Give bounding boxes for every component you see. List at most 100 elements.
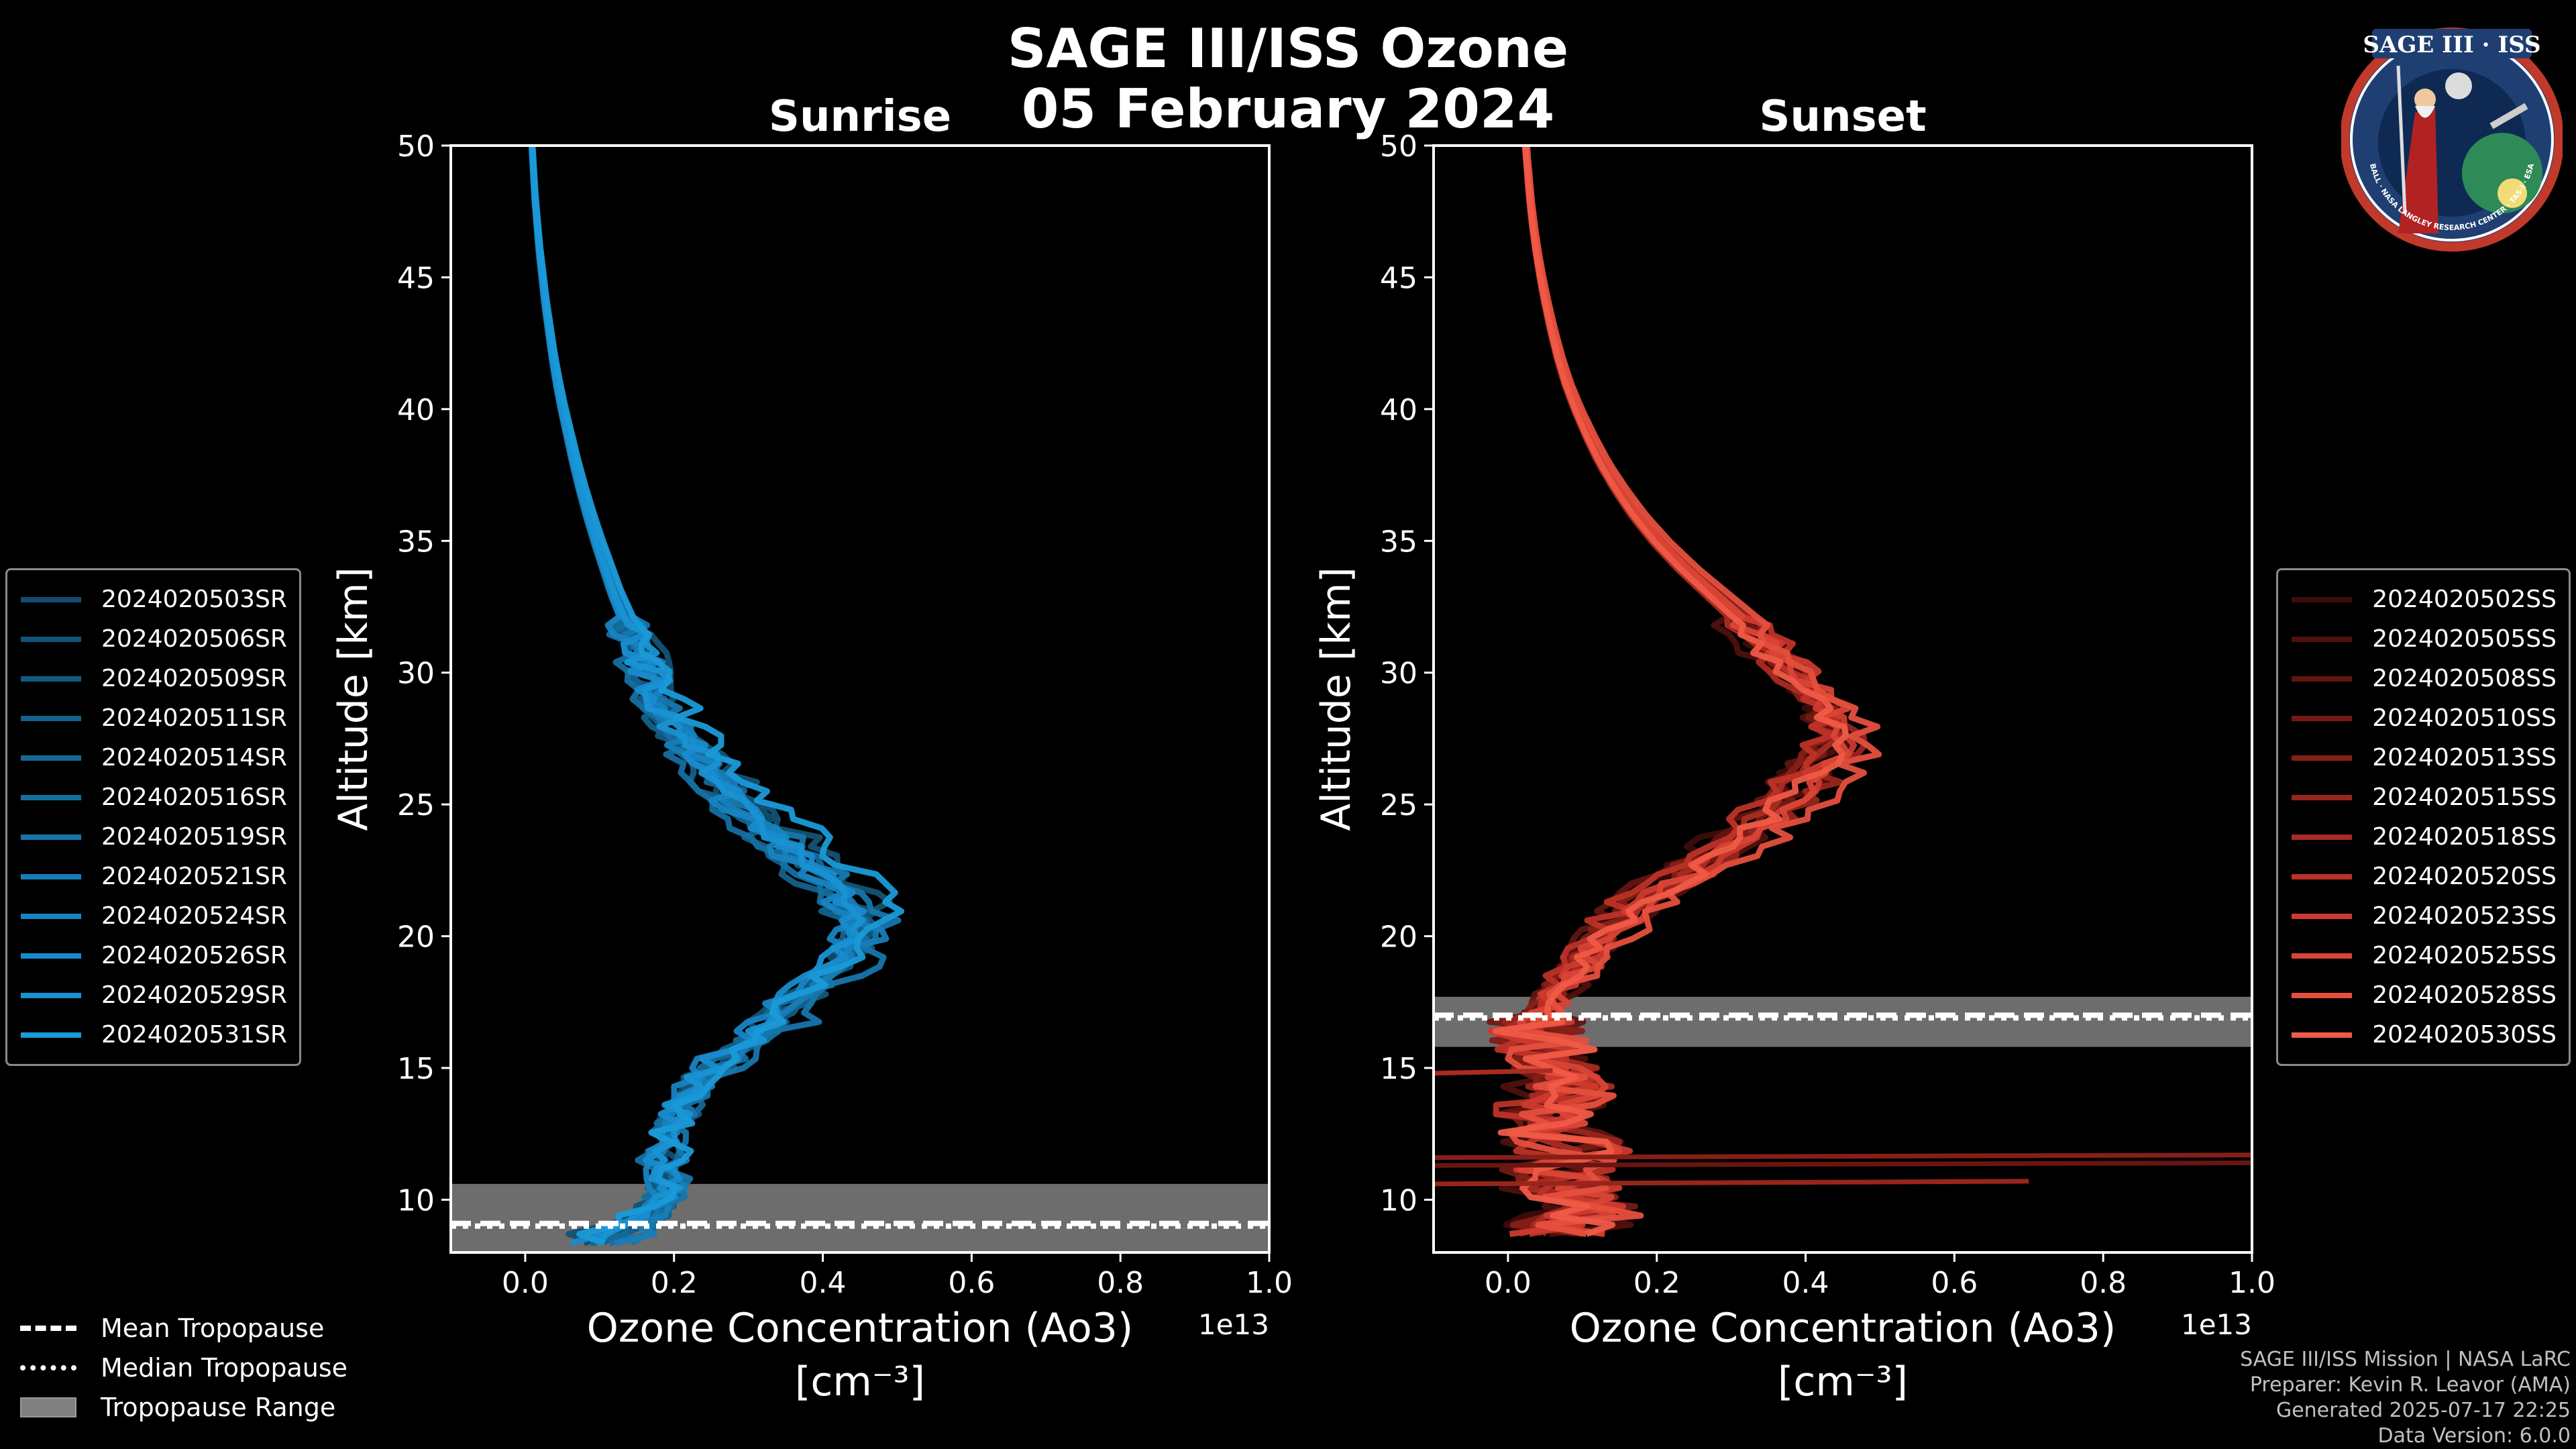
footer-data-version: Data Version: 6.0.0 xyxy=(2377,1424,2571,1448)
sunrise-legend: 2024020503SR 2024020506SR 2024020509SR 2024… xyxy=(5,568,301,1066)
profile-line-2024020530SS xyxy=(1492,146,1849,1237)
legend-entry: 2024020509SR xyxy=(21,659,287,698)
legend-label: 2024020514SR xyxy=(101,744,287,771)
legend-label: 2024020520SS xyxy=(2372,863,2557,890)
x-tick-label: 0.6 xyxy=(948,1266,995,1300)
legend-swatch xyxy=(2292,794,2353,800)
legend-swatch xyxy=(2292,636,2353,642)
legend-label: 2024020516SR xyxy=(101,784,287,811)
y-tick-label: 30 xyxy=(397,657,435,691)
legend-swatch xyxy=(21,596,81,602)
legend-entry: 2024020529SR xyxy=(21,975,287,1015)
sunset-legend: 2024020502SS 2024020505SS 2024020508SS 2024… xyxy=(2276,568,2571,1066)
y-tick-label: 50 xyxy=(397,129,435,164)
legend-swatch xyxy=(21,794,81,800)
legend-label: Mean Tropopause xyxy=(101,1313,325,1343)
footer-preparer: Preparer: Kevin R. Leavor (AMA) xyxy=(2249,1373,2571,1397)
legend-label: 2024020509SR xyxy=(101,665,287,692)
legend-entry: 2024020520SS xyxy=(2292,857,2557,896)
profile-spike xyxy=(1434,1179,2029,1187)
y-tick-label: 25 xyxy=(397,788,435,822)
legend-label: 2024020506SR xyxy=(101,625,287,653)
legend-entry: 2024020513SS xyxy=(2292,738,2557,777)
legend-label: 2024020531SR xyxy=(101,1021,287,1049)
x-scale-label: 1e13 xyxy=(1198,1308,1269,1341)
legend-swatch xyxy=(21,834,81,840)
logo-title: SAGE III · ISS xyxy=(2363,32,2540,58)
x-tick-label: 0.4 xyxy=(800,1266,847,1300)
tropopause-legend-mean: Mean Tropopause xyxy=(20,1308,347,1348)
dotted-line-swatch xyxy=(20,1364,76,1371)
sunset-plot-area xyxy=(1434,146,2252,1237)
legend-entry: 2024020503SR xyxy=(21,580,287,619)
legend-swatch xyxy=(21,992,81,998)
legend-entry: 2024020519SR xyxy=(21,817,287,857)
legend-entry: 2024020502SS xyxy=(2292,580,2557,619)
legend-swatch xyxy=(21,715,81,721)
legend-swatch xyxy=(2292,1032,2353,1038)
y-tick-label: 20 xyxy=(397,920,435,955)
y-tick-label: 35 xyxy=(1380,525,1417,559)
sunrise-plot-area xyxy=(451,146,1269,1252)
profile-line-2024020528SS xyxy=(1505,146,1882,1237)
legend-swatch xyxy=(21,1032,81,1038)
panel-title: Sunrise xyxy=(769,92,951,142)
y-tick-label: 40 xyxy=(397,393,435,427)
legend-swatch xyxy=(2292,755,2353,761)
legend-swatch xyxy=(21,636,81,642)
legend-label: 2024020502SS xyxy=(2372,586,2557,613)
legend-label: 2024020528SS xyxy=(2372,981,2557,1009)
legend-entry: 2024020528SS xyxy=(2292,975,2557,1015)
legend-label: Tropopause Range xyxy=(101,1392,336,1422)
profile-spike xyxy=(1434,1068,1553,1076)
logo-banner xyxy=(2372,29,2532,58)
y-tick-label: 40 xyxy=(1380,393,1417,427)
profile-spike xyxy=(1434,1152,2252,1161)
plot-frame xyxy=(449,144,1271,1254)
y-tick-label: 45 xyxy=(397,261,435,295)
legend-entry: 2024020515SS xyxy=(2292,777,2557,817)
y-tick-label: 50 xyxy=(1380,129,1417,164)
profile-spike xyxy=(1434,1160,2252,1168)
legend-entry: 2024020511SR xyxy=(21,698,287,738)
legend-label: 2024020523SS xyxy=(2372,902,2557,930)
sage-mission-logo: SAGE III · ISS BALL · NASA LANGLEY RESEA… xyxy=(2341,28,2563,252)
legend-entry: 2024020506SR xyxy=(21,619,287,659)
legend-swatch xyxy=(2292,676,2353,682)
legend-label: 2024020530SS xyxy=(2372,1021,2557,1049)
x-axis-label: Ozone Concentration (Ao3) xyxy=(587,1305,1134,1352)
legend-entry: 2024020530SS xyxy=(2292,1015,2557,1055)
legend-swatch xyxy=(2292,596,2353,602)
legend-label: 2024020518SS xyxy=(2372,823,2557,851)
legend-entry: 2024020510SS xyxy=(2292,698,2557,738)
legend-label: 2024020521SR xyxy=(101,863,287,890)
legend-label: 2024020505SS xyxy=(2372,625,2557,653)
tropopause-legend-median: Median Tropopause xyxy=(20,1348,347,1387)
legend-label: Median Tropopause xyxy=(101,1352,347,1383)
legend-entry: 2024020521SR xyxy=(21,857,287,896)
panel-title: Sunset xyxy=(1759,92,1926,142)
legend-label: 2024020529SR xyxy=(101,981,287,1009)
legend-swatch xyxy=(2292,992,2353,998)
legend-swatch xyxy=(2292,913,2353,919)
y-tick-label: 10 xyxy=(397,1183,435,1218)
legend-entry: 2024020514SR xyxy=(21,738,287,777)
y-tick-label: 35 xyxy=(397,525,435,559)
y-tick-label: 45 xyxy=(1380,261,1417,295)
x-axis-units: [cm⁻³] xyxy=(795,1358,925,1405)
legend-label: 2024020513SS xyxy=(2372,744,2557,771)
legend-swatch xyxy=(2292,873,2353,879)
legend-label: 2024020510SS xyxy=(2372,704,2557,732)
profile-line-2024020531SR xyxy=(529,146,905,1246)
x-tick-label: 0.0 xyxy=(1485,1266,1532,1300)
x-tick-label: 0.6 xyxy=(1931,1266,1978,1300)
legend-swatch xyxy=(21,953,81,959)
x-tick-label: 0.4 xyxy=(1782,1266,1829,1300)
legend-entry: 2024020516SR xyxy=(21,777,287,817)
profile-line-2024020526SR xyxy=(529,146,867,1246)
x-axis-label: Ozone Concentration (Ao3) xyxy=(1570,1305,2116,1352)
legend-entry: 2024020518SS xyxy=(2292,817,2557,857)
y-tick-label: 30 xyxy=(1380,657,1417,691)
x-scale-label: 1e13 xyxy=(2181,1308,2252,1341)
